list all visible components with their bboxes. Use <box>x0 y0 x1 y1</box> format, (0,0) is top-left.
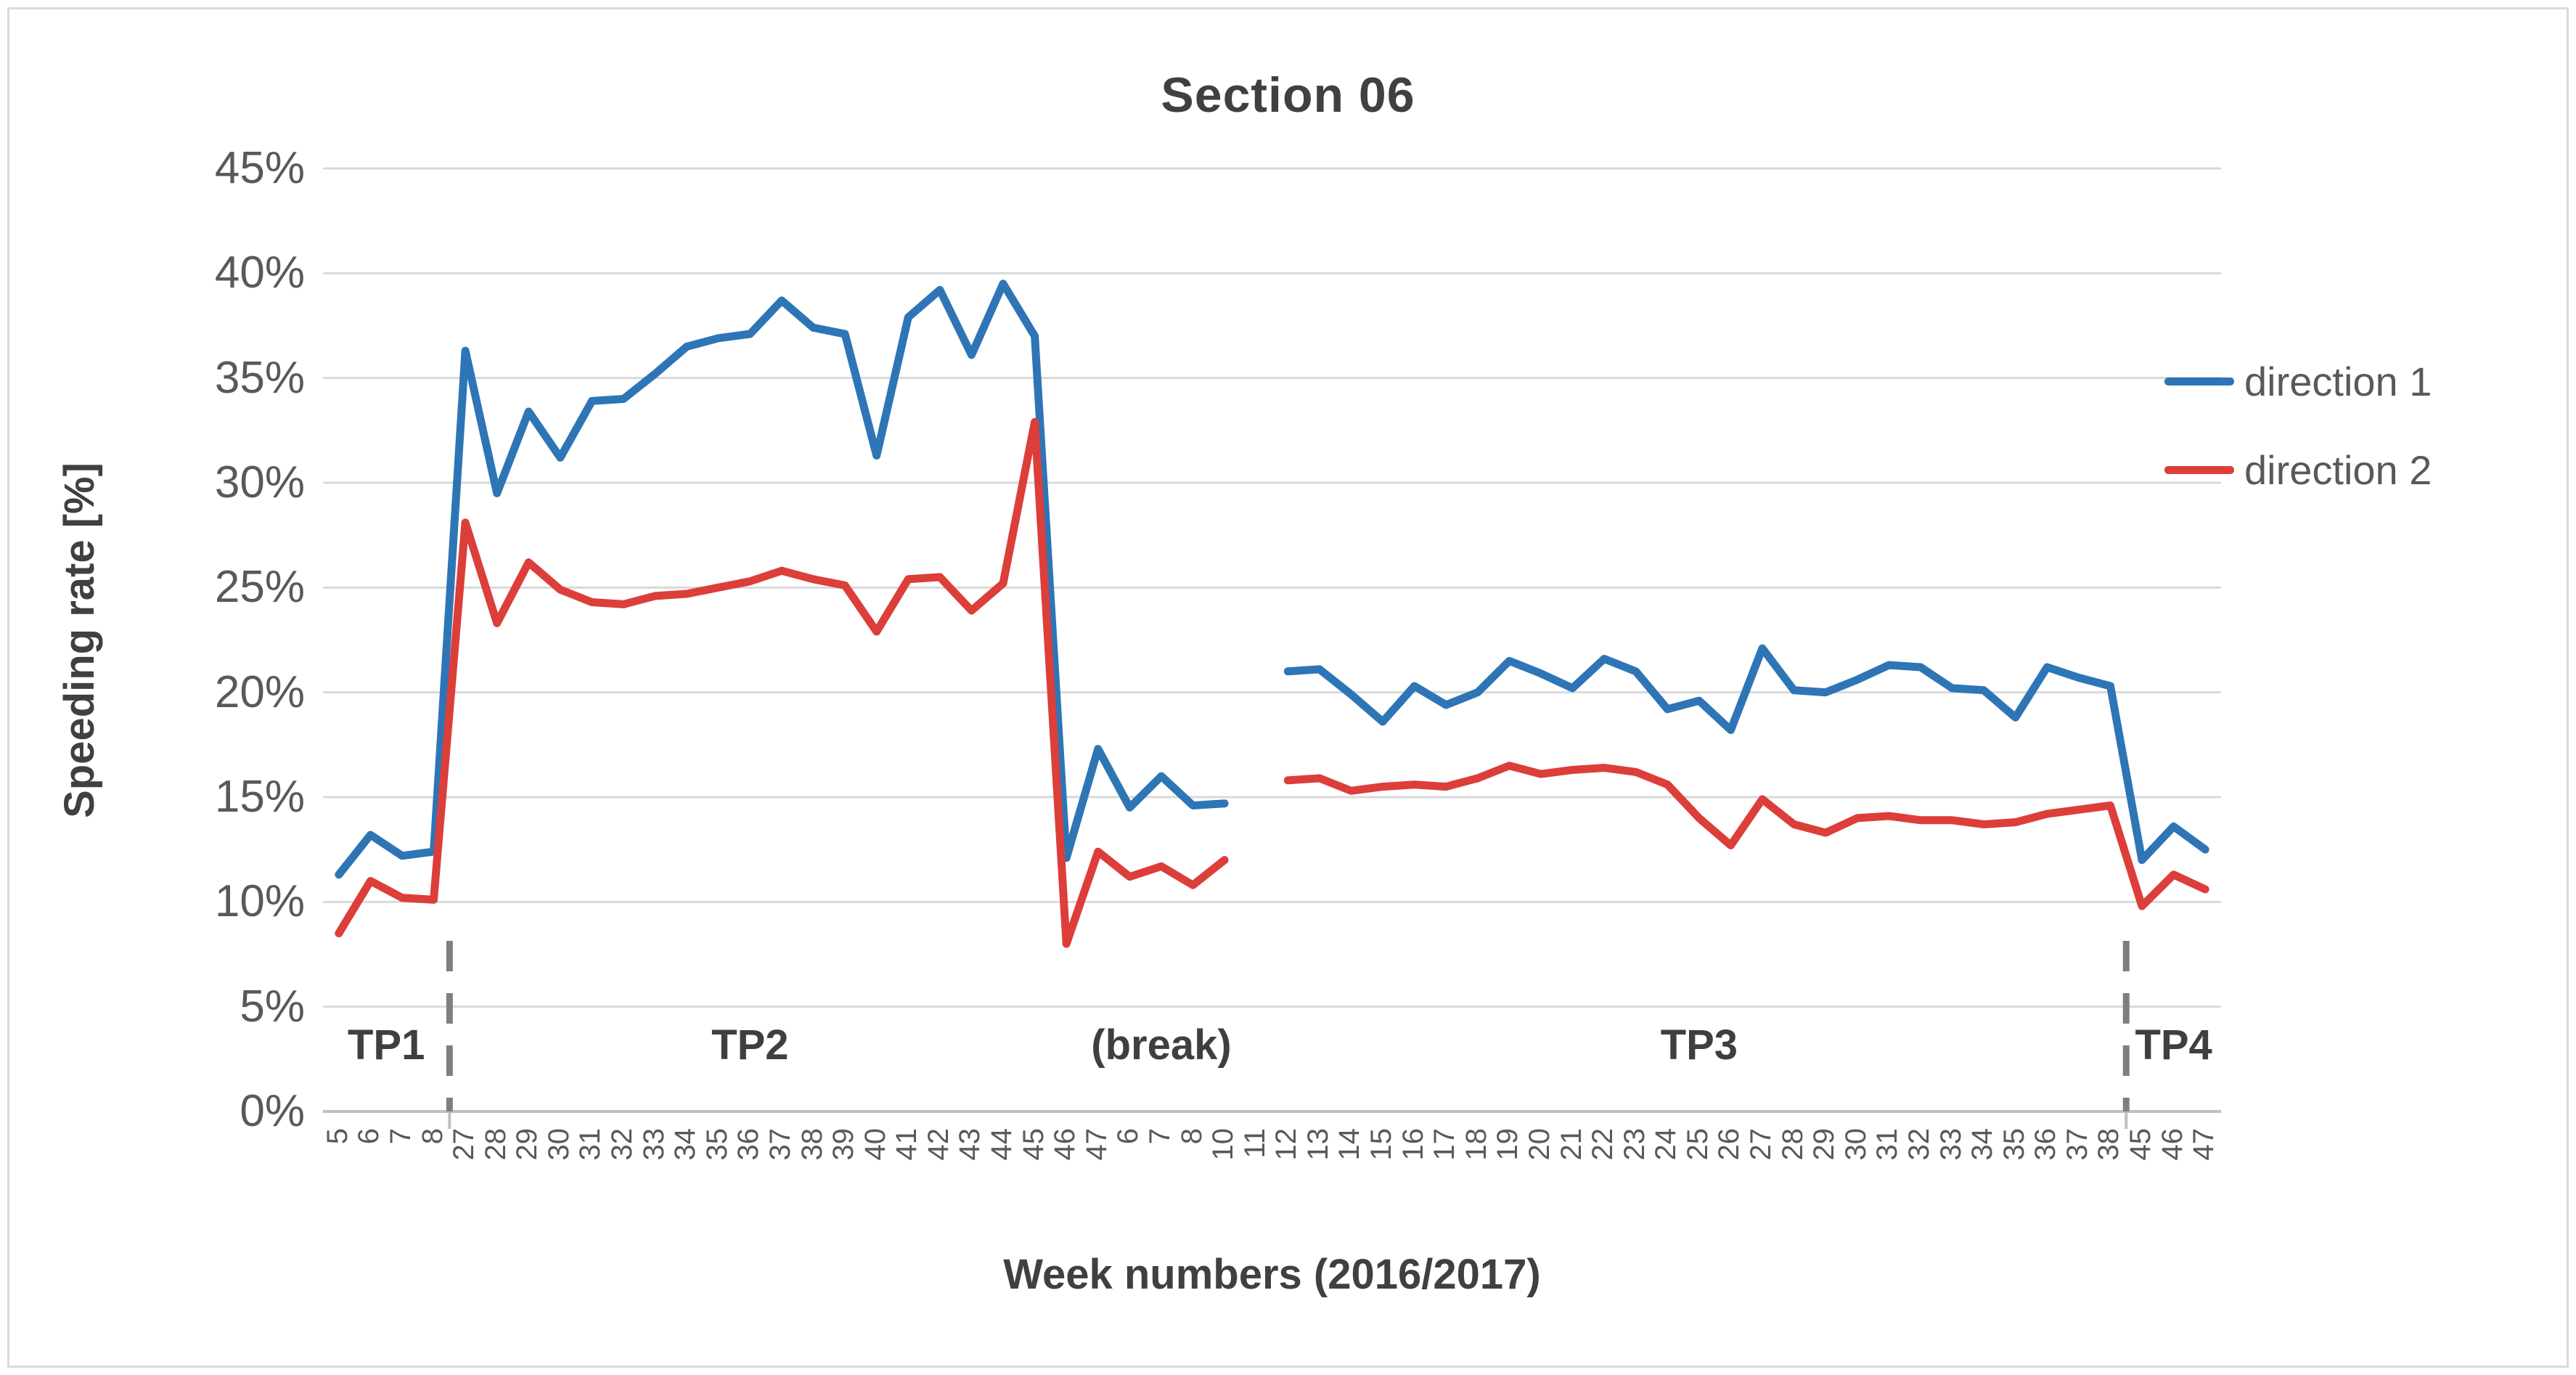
x-tick-label: 36 <box>2029 1128 2062 1161</box>
period-label-TP1: TP1 <box>347 1021 425 1069</box>
y-tick-label: 30% <box>214 457 305 507</box>
period-label-TP4: TP4 <box>2135 1021 2212 1069</box>
x-tick-label: 13 <box>1301 1128 1334 1161</box>
x-tick-label: 8 <box>416 1128 449 1145</box>
x-tick-label: 46 <box>1049 1128 1081 1161</box>
x-tick-label: 45 <box>1017 1128 1050 1161</box>
x-tick-label: 38 <box>796 1128 828 1161</box>
x-tick-label: 7 <box>384 1128 417 1145</box>
x-tick-label: 33 <box>1934 1128 1967 1161</box>
x-tick-label: 32 <box>606 1128 639 1161</box>
x-tick-label: 26 <box>1713 1128 1746 1161</box>
x-tick-label: 29 <box>1808 1128 1841 1161</box>
period-label-TP3: TP3 <box>1660 1021 1738 1069</box>
period-label-TP2: TP2 <box>711 1021 789 1069</box>
legend-item-direction-2: direction 2 <box>2164 444 2432 495</box>
x-tick-label: 31 <box>1871 1128 1904 1161</box>
x-tick-label: 29 <box>511 1128 544 1161</box>
x-tick-label: 43 <box>954 1128 986 1161</box>
x-tick-label: 32 <box>1902 1128 1935 1161</box>
y-tick-label: 15% <box>214 772 305 822</box>
x-tick-label: 34 <box>1966 1128 1999 1161</box>
y-tick-label: 25% <box>214 562 305 613</box>
chart-canvas-frame <box>7 7 2569 1368</box>
x-tick-label: 42 <box>922 1128 954 1161</box>
x-tick-label: 6 <box>1112 1128 1145 1145</box>
y-tick-label: 5% <box>240 981 305 1032</box>
x-tick-label: 10 <box>1207 1128 1240 1161</box>
x-tick-label: 7 <box>1143 1128 1176 1145</box>
direction-1-line-swatch-icon <box>2164 377 2234 385</box>
y-tick-label: 45% <box>214 143 305 193</box>
legend-item-direction-1: direction 1 <box>2164 356 2432 407</box>
series-line-direction-2 <box>335 417 2209 948</box>
x-tick-label: 6 <box>353 1128 385 1145</box>
x-tick-label: 30 <box>542 1128 575 1161</box>
x-tick-label: 17 <box>1428 1128 1461 1161</box>
legend-label-direction-1: direction 1 <box>2244 358 2432 404</box>
period-label-break: (break) <box>1091 1021 1232 1069</box>
y-tick-label: 0% <box>240 1086 305 1136</box>
x-tick-label: 34 <box>669 1128 702 1161</box>
x-tick-label: 18 <box>1460 1128 1492 1161</box>
x-tick-label: 35 <box>1998 1128 2030 1161</box>
x-tick-label: 28 <box>1776 1128 1809 1161</box>
x-tick-label: 8 <box>1175 1128 1208 1145</box>
x-tick-label: 37 <box>764 1128 796 1161</box>
direction-2-line-swatch-icon <box>2164 465 2234 474</box>
legend: direction 1 direction 2 <box>2164 356 2432 495</box>
x-tick-label: 16 <box>1397 1128 1429 1161</box>
x-tick-label: 39 <box>827 1128 860 1161</box>
x-tick-label: 47 <box>2188 1128 2220 1161</box>
x-tick-label: 5 <box>321 1128 353 1145</box>
x-tick-label: 27 <box>1745 1128 1778 1161</box>
x-axis-title: Week numbers (2016/2017) <box>1003 1251 1541 1298</box>
x-tick-label: 30 <box>1839 1128 1872 1161</box>
series-line-direction-1 <box>335 280 2209 879</box>
y-tick-label: 10% <box>214 876 305 927</box>
x-tick-label: 11 <box>1238 1128 1271 1159</box>
y-tick-label: 40% <box>214 248 305 298</box>
legend-label-direction-2: direction 2 <box>2244 446 2432 493</box>
x-tick-label: 24 <box>1650 1128 1682 1161</box>
x-tick-label: 19 <box>1492 1128 1524 1161</box>
x-tick-label: 20 <box>1523 1128 1555 1161</box>
x-tick-label: 46 <box>2156 1128 2188 1161</box>
x-tick-label: 33 <box>637 1128 670 1161</box>
x-tick-label: 41 <box>891 1128 923 1161</box>
x-tick-label: 31 <box>574 1128 607 1161</box>
x-tick-label: 27 <box>448 1128 481 1161</box>
x-tick-label: 28 <box>479 1128 512 1161</box>
x-tick-label: 21 <box>1555 1128 1587 1161</box>
x-tick-label: 44 <box>986 1128 1018 1161</box>
x-tick-label: 40 <box>859 1128 891 1161</box>
x-tick-label: 15 <box>1365 1128 1398 1161</box>
x-tick-label: 22 <box>1587 1128 1619 1161</box>
x-tick-label: 47 <box>1080 1128 1113 1161</box>
x-tick-label: 25 <box>1681 1128 1714 1161</box>
x-tick-label: 45 <box>2125 1128 2157 1161</box>
x-tick-label: 14 <box>1333 1128 1366 1161</box>
chart-title: Section 06 <box>1161 68 1415 123</box>
x-tick-label: 38 <box>2093 1128 2125 1161</box>
x-tick-label: 36 <box>732 1128 765 1161</box>
x-tick-label: 23 <box>1618 1128 1651 1161</box>
x-tick-label: 12 <box>1270 1128 1303 1161</box>
x-tick-label: 37 <box>2061 1128 2093 1161</box>
y-tick-label: 35% <box>214 352 305 403</box>
x-tick-label: 35 <box>700 1128 733 1161</box>
y-tick-label: 20% <box>214 666 305 717</box>
y-axis-title: Speeding rate [%] <box>56 462 103 818</box>
